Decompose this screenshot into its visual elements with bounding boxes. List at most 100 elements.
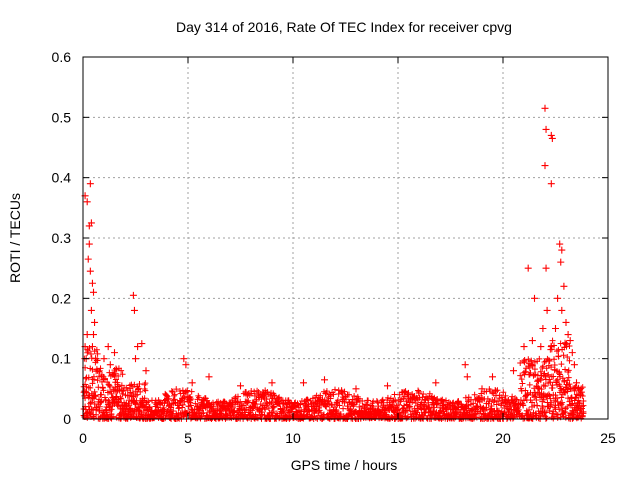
- band-point: [369, 403, 376, 410]
- band-point: [328, 401, 335, 408]
- band-point: [143, 399, 150, 406]
- data-point: [541, 162, 549, 170]
- band-point: [98, 398, 105, 405]
- band-point: [252, 411, 259, 418]
- data-point: [86, 267, 94, 275]
- band-point: [506, 401, 513, 408]
- band-point: [495, 398, 502, 405]
- band-point: [449, 400, 456, 407]
- band-point: [395, 401, 402, 408]
- band-point: [135, 385, 142, 392]
- band-point: [531, 389, 538, 396]
- band-point: [529, 362, 536, 369]
- x-tick-label: 20: [495, 430, 511, 446]
- band-point: [330, 391, 337, 398]
- data-point: [268, 379, 276, 387]
- band-point: [115, 383, 122, 390]
- band-point: [270, 408, 277, 415]
- band-point: [106, 399, 113, 406]
- band-point: [175, 405, 182, 412]
- band-point: [268, 413, 275, 420]
- band-point: [560, 352, 567, 359]
- band-point: [323, 397, 330, 404]
- band-point: [434, 396, 441, 403]
- band-point: [540, 404, 547, 411]
- data-point: [531, 294, 538, 302]
- band-point: [507, 403, 514, 410]
- data-point: [552, 325, 559, 332]
- band-point: [395, 406, 402, 413]
- y-tick-label: 0.1: [52, 351, 72, 367]
- data-point: [321, 376, 328, 384]
- band-point: [334, 397, 341, 404]
- band-point: [580, 408, 587, 415]
- band-point: [187, 395, 194, 402]
- band-point: [82, 375, 89, 382]
- band-point: [179, 395, 186, 402]
- y-tick-label: 0.2: [52, 290, 72, 306]
- band-point: [510, 414, 517, 421]
- band-point: [519, 380, 526, 387]
- band-point: [545, 356, 552, 363]
- band-point: [108, 390, 115, 397]
- band-point: [99, 408, 106, 415]
- band-point: [210, 403, 217, 410]
- band-point: [97, 399, 104, 406]
- band-point: [564, 404, 571, 411]
- band-point: [537, 368, 544, 375]
- band-point: [542, 373, 549, 380]
- band-point: [570, 407, 577, 414]
- band-point: [93, 411, 100, 418]
- band-point: [216, 407, 223, 414]
- data-point: [180, 355, 188, 363]
- band-point: [494, 387, 501, 394]
- data-point: [106, 361, 114, 369]
- band-point: [108, 406, 115, 413]
- band-point: [93, 346, 100, 353]
- band-point: [450, 409, 457, 416]
- band-point: [126, 402, 133, 409]
- data-point: [489, 373, 496, 381]
- band-point: [520, 397, 527, 404]
- band-point: [553, 348, 560, 355]
- band-point: [84, 414, 91, 421]
- band-point: [543, 414, 550, 421]
- band-point: [184, 387, 191, 394]
- data-point: [573, 379, 580, 387]
- band-point: [359, 397, 366, 404]
- band-point: [576, 399, 583, 406]
- data-point: [83, 331, 91, 339]
- band-point: [98, 391, 105, 398]
- band-point: [531, 366, 538, 373]
- band-point: [90, 414, 97, 421]
- data-point: [88, 343, 96, 351]
- band-point: [249, 405, 256, 412]
- band-point: [82, 388, 89, 395]
- band-point: [119, 371, 126, 378]
- band-point: [118, 395, 125, 402]
- band-point: [434, 400, 441, 407]
- band-point: [168, 404, 175, 411]
- band-point: [401, 388, 408, 395]
- data-point: [129, 291, 137, 299]
- band-point: [578, 403, 585, 410]
- band-point: [145, 398, 152, 405]
- data-point: [300, 379, 307, 387]
- data-point: [134, 343, 142, 351]
- x-axis-label: GPS time / hours: [291, 457, 398, 473]
- band-point: [431, 404, 438, 411]
- band-point: [517, 360, 524, 367]
- band-point: [110, 371, 117, 378]
- data-point: [90, 331, 97, 339]
- band-point: [96, 403, 103, 410]
- x-tick-label: 10: [285, 430, 301, 446]
- band-point: [532, 393, 539, 400]
- band-point: [546, 407, 553, 414]
- band-point: [97, 365, 104, 372]
- band-point: [209, 399, 216, 406]
- data-point: [577, 391, 585, 399]
- band-point: [541, 370, 548, 377]
- band-point: [101, 375, 108, 382]
- band-point: [333, 410, 340, 417]
- band-point: [336, 402, 343, 409]
